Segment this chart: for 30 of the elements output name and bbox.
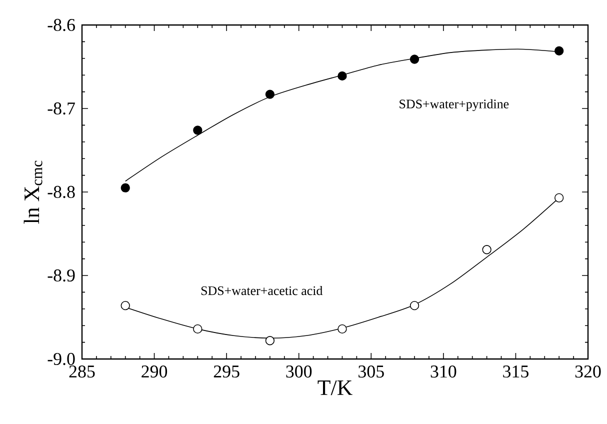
y-tick-label: -8.8: [48, 186, 75, 198]
point: [120, 183, 130, 192]
x-axis-title: T/K: [318, 380, 352, 396]
x-tick-label: 300: [286, 366, 312, 378]
x-tick-label: 290: [142, 366, 168, 378]
point: [482, 245, 492, 254]
point: [410, 300, 420, 310]
annotation: SDS+water+pyridine: [400, 99, 509, 112]
point: [193, 126, 202, 135]
y-tick-label: -8.6: [48, 18, 75, 32]
x-tick-label: 295: [214, 366, 240, 378]
point: [338, 71, 347, 81]
point: [410, 54, 420, 64]
point: [554, 46, 564, 56]
x-tick-label: 310: [430, 366, 456, 378]
point: [120, 300, 130, 310]
point: [338, 324, 347, 334]
y-axis-title: ln X$_{cmc}$: [24, 160, 42, 224]
annotation: SDS+water+acetic acid: [201, 286, 323, 296]
y-tick-label: -8.9: [48, 269, 75, 282]
point: [193, 324, 202, 334]
point: [265, 336, 275, 346]
y-tick-label: -8.7: [48, 102, 75, 115]
y-tick-label: -9.0: [48, 352, 75, 366]
x-tick-label: 305: [358, 366, 384, 378]
x-tick-label: 285: [69, 366, 95, 378]
x-tick-label: 315: [503, 366, 528, 378]
point: [265, 90, 275, 99]
x-tick-label: 320: [575, 366, 601, 378]
point: [554, 193, 564, 202]
